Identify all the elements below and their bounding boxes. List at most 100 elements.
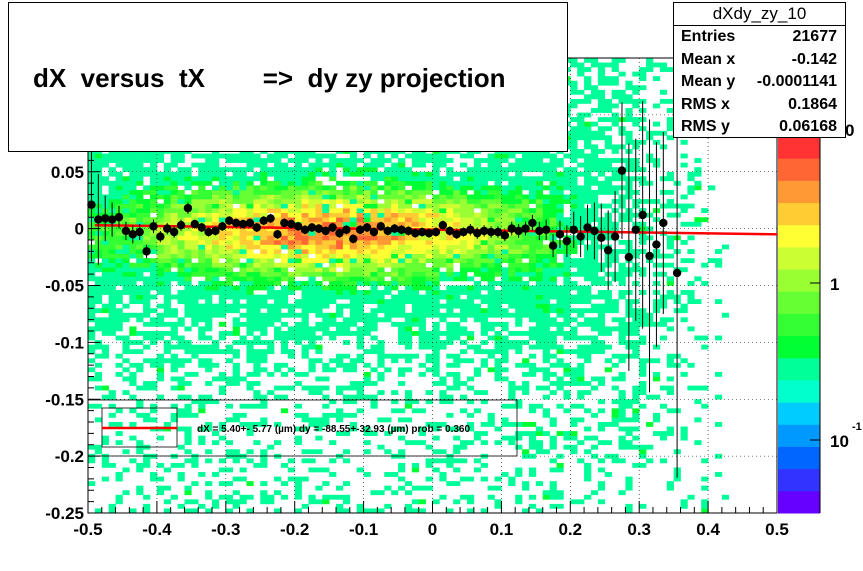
heatmap-cell: [156, 271, 165, 277]
heatmap-cell: [225, 158, 233, 163]
heatmap-cell: [411, 217, 420, 223]
heatmap-cell: [108, 153, 116, 159]
heatmap-cell: [666, 431, 674, 436]
heatmap-cell: [129, 185, 137, 191]
heatmap-cell: [150, 249, 158, 254]
heatmap-cell: [446, 276, 454, 282]
heatmap-cell: [342, 399, 351, 405]
heatmap-cell: [239, 476, 247, 482]
heatmap-cell: [315, 321, 323, 327]
heatmap-cell: [570, 258, 578, 264]
heatmap-cell: [446, 217, 454, 223]
heatmap-cell: [404, 344, 413, 350]
heatmap-cell: [94, 508, 103, 514]
heatmap-cell: [611, 412, 619, 418]
heatmap-cell: [232, 194, 240, 200]
heatmap-cell: [466, 153, 475, 159]
heatmap-cell: [212, 203, 220, 209]
heatmap-cell: [473, 280, 482, 286]
heatmap-cell: [274, 294, 282, 300]
heatmap-cell: [418, 153, 426, 159]
heatmap-cell: [225, 240, 233, 245]
heatmap-cell: [88, 326, 96, 332]
heatmap-cell: [342, 285, 351, 291]
heatmap-cell: [184, 176, 192, 182]
heatmap-cell: [584, 299, 592, 304]
heatmap-cell: [156, 376, 165, 382]
heatmap-cell: [349, 230, 358, 236]
heatmap-cell: [439, 312, 447, 318]
heatmap-cell: [460, 208, 468, 213]
heatmap-cell: [632, 121, 640, 127]
heatmap-cell: [411, 408, 420, 414]
heatmap-cell: [570, 180, 578, 186]
heatmap-cell: [384, 253, 392, 259]
heatmap-cell: [646, 394, 654, 400]
heatmap-cell: [418, 408, 426, 414]
heatmap-cell: [556, 217, 564, 223]
heatmap-cell: [287, 308, 295, 314]
heatmap-cell: [384, 249, 392, 254]
heatmap-cell: [418, 331, 426, 336]
heatmap-cell: [439, 394, 447, 400]
heatmap-cell: [370, 253, 378, 259]
heatmap-cell: [453, 435, 461, 441]
heatmap-cell: [542, 244, 550, 250]
heatmap-cell: [460, 258, 468, 264]
heatmap-cell: [177, 376, 185, 382]
heatmap-cell: [115, 312, 123, 318]
heatmap-cell: [363, 185, 371, 191]
heatmap-cell: [680, 240, 688, 245]
heatmap-cell: [94, 403, 103, 409]
heatmap-cell: [480, 221, 488, 227]
heatmap-cell: [315, 280, 323, 286]
heatmap-cell: [556, 189, 564, 195]
heatmap-cell: [143, 280, 151, 286]
heatmap-cell: [556, 503, 564, 509]
heatmap-cell: [122, 217, 130, 223]
heatmap-cell: [411, 294, 420, 300]
heatmap-cell: [108, 462, 116, 468]
heatmap-cell: [170, 321, 178, 327]
heatmap-cell: [487, 185, 495, 191]
heatmap-cell: [646, 444, 654, 450]
heatmap-cell: [535, 449, 544, 455]
heatmap-cell: [225, 199, 233, 204]
heatmap-cell: [122, 349, 130, 355]
heatmap-cell: [597, 189, 606, 195]
heatmap-cell: [205, 235, 213, 241]
heatmap-cell: [556, 290, 564, 295]
heatmap-cell: [460, 326, 468, 332]
heatmap-cell: [191, 249, 199, 254]
heatmap-cell: [294, 381, 302, 386]
heatmap-cell: [253, 299, 261, 304]
heatmap-cell: [218, 171, 227, 177]
heatmap-cell: [253, 303, 261, 309]
heatmap-cell: [205, 221, 213, 227]
heatmap-cell: [404, 212, 413, 218]
heatmap-cell: [108, 412, 116, 418]
heatmap-cell: [398, 208, 406, 213]
heatmap-cell: [122, 490, 130, 496]
heatmap-cell: [225, 481, 233, 486]
heatmap-cell: [246, 344, 254, 350]
heatmap-cell: [246, 235, 254, 241]
heatmap-cell: [418, 285, 426, 291]
heatmap-cell: [604, 344, 612, 350]
heatmap-cell: [108, 294, 116, 300]
heatmap-cell: [329, 217, 337, 223]
heatmap-cell: [515, 303, 523, 309]
heatmap-cell: [508, 199, 516, 204]
heatmap-cell: [239, 276, 247, 282]
heatmap-cell: [232, 381, 240, 386]
heatmap-cell: [480, 240, 488, 245]
heatmap-cell: [597, 485, 606, 491]
heatmap-cell: [253, 244, 261, 250]
heatmap-cell: [205, 217, 213, 223]
heatmap-cell: [632, 321, 640, 327]
heatmap-cell: [680, 317, 688, 323]
heatmap-cell: [404, 299, 413, 304]
heatmap-cell: [425, 462, 433, 468]
heatmap-cell: [611, 94, 619, 100]
heatmap-cell: [136, 299, 144, 304]
